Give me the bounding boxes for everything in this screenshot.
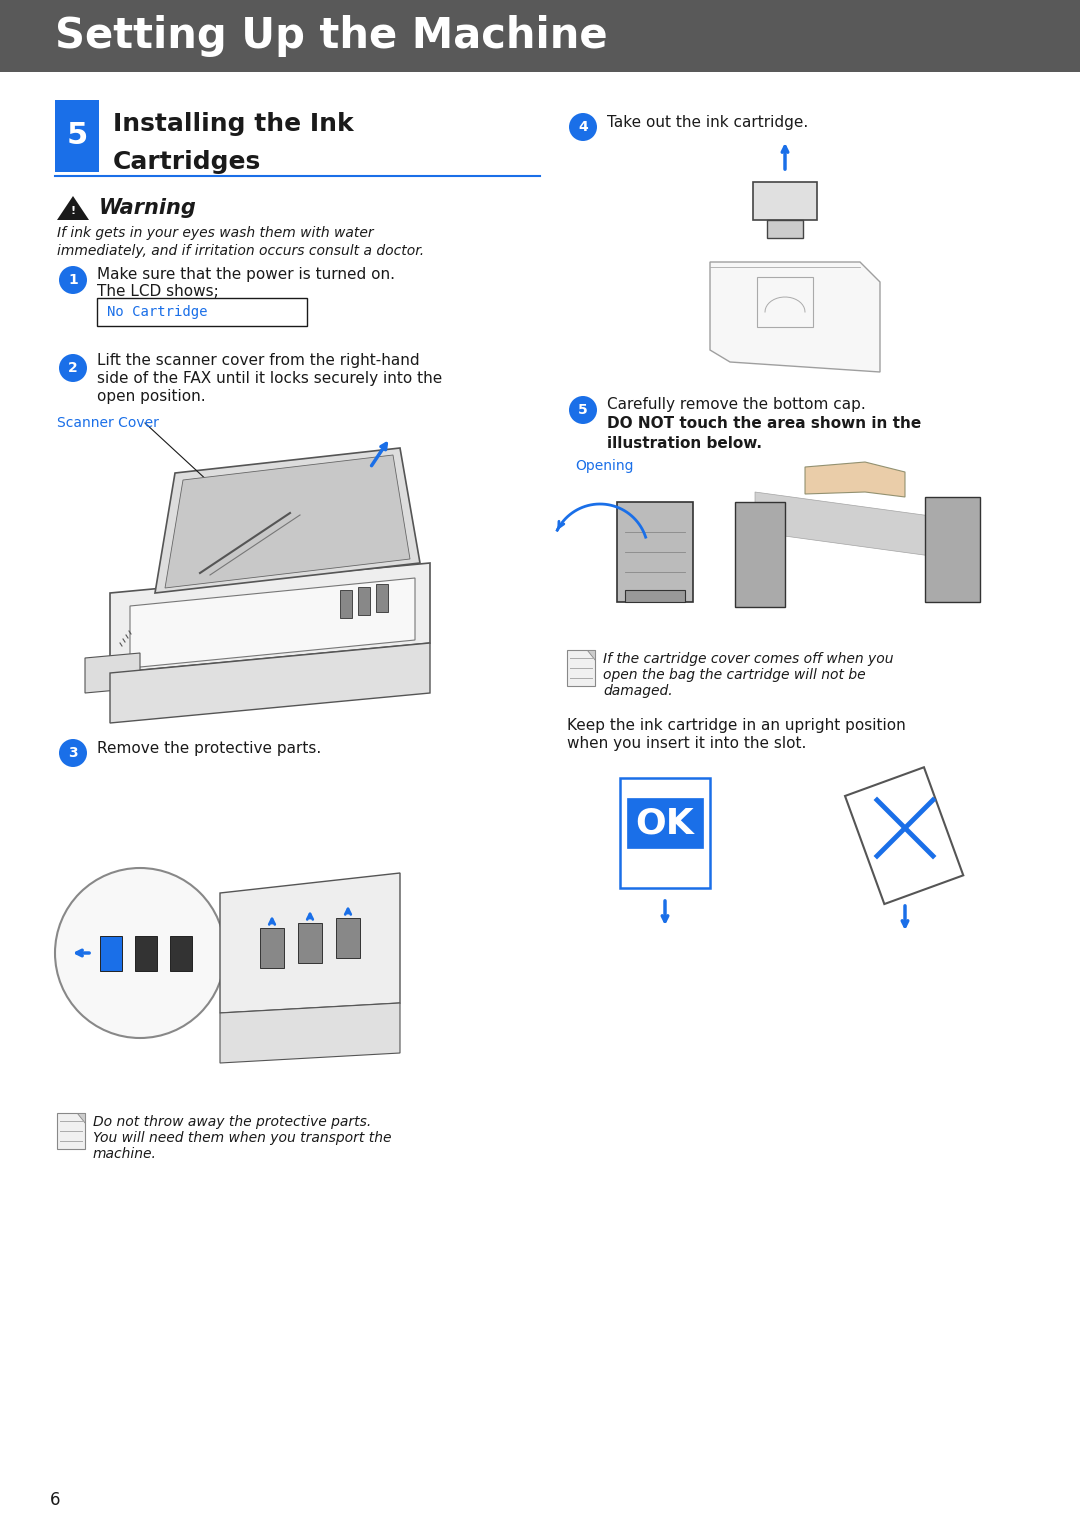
Polygon shape [220,872,400,1013]
Text: 1: 1 [68,274,78,287]
Bar [100,937,122,970]
Text: Do not throw away the protective parts.: Do not throw away the protective parts. [93,1115,372,1129]
Text: If ink gets in your eyes wash them with water: If ink gets in your eyes wash them with … [57,226,374,240]
Bar [336,918,360,958]
Text: Warning: Warning [99,199,197,219]
Polygon shape [156,448,420,593]
Polygon shape [220,1002,400,1063]
Text: OK: OK [636,805,694,840]
Polygon shape [110,643,430,723]
Bar [135,937,157,970]
Text: 3: 3 [68,746,78,759]
Polygon shape [77,1112,85,1123]
Polygon shape [110,562,430,672]
Polygon shape [735,503,785,607]
Text: Cartridges: Cartridges [113,150,261,174]
Polygon shape [85,652,140,694]
Text: Remove the protective parts.: Remove the protective parts. [97,741,321,756]
Text: 4: 4 [578,121,588,134]
Text: open position.: open position. [97,388,205,403]
Bar [260,927,284,969]
Text: when you insert it into the slot.: when you insert it into the slot. [567,736,807,750]
Bar [376,584,388,613]
Text: If the cartridge cover comes off when you: If the cartridge cover comes off when yo… [603,652,893,666]
Bar [627,798,703,848]
Text: immediately, and if irritation occurs consult a doctor.: immediately, and if irritation occurs co… [57,244,424,258]
Text: Lift the scanner cover from the right-hand: Lift the scanner cover from the right-ha… [97,353,420,368]
Polygon shape [845,767,963,905]
Polygon shape [924,497,980,602]
Text: Carefully remove the bottom cap.: Carefully remove the bottom cap. [607,396,866,411]
Circle shape [59,354,87,382]
Polygon shape [567,649,595,686]
Bar [357,587,370,614]
Text: 2: 2 [68,361,78,374]
Circle shape [59,266,87,293]
Text: Opening: Opening [575,458,634,474]
Text: illustration below.: illustration below. [607,437,762,451]
Polygon shape [57,1112,85,1149]
Circle shape [569,396,597,423]
Text: The LCD shows;: The LCD shows; [97,284,219,299]
Text: 6: 6 [50,1491,60,1510]
Text: !: ! [70,206,76,215]
Text: Setting Up the Machine: Setting Up the Machine [55,15,608,57]
Text: 5: 5 [578,403,588,417]
Text: Scanner Cover: Scanner Cover [57,416,159,429]
Text: Keep the ink cartridge in an upright position: Keep the ink cartridge in an upright pos… [567,718,906,733]
Polygon shape [620,778,710,888]
Bar [55,99,99,173]
Text: Make sure that the power is turned on.: Make sure that the power is turned on. [97,266,395,281]
Text: You will need them when you transport the: You will need them when you transport th… [93,1131,391,1144]
Polygon shape [588,649,595,660]
Text: open the bag the cartridge will not be: open the bag the cartridge will not be [603,668,866,681]
Bar [170,937,192,970]
Text: damaged.: damaged. [603,685,673,698]
Polygon shape [710,261,880,371]
Bar [625,590,685,602]
Polygon shape [617,503,693,602]
Polygon shape [130,578,415,668]
Text: No Cartridge: No Cartridge [107,306,207,319]
Text: side of the FAX until it locks securely into the: side of the FAX until it locks securely … [97,370,442,385]
Polygon shape [805,461,905,497]
Circle shape [569,113,597,141]
Polygon shape [753,182,816,220]
Polygon shape [165,455,410,588]
Text: 5: 5 [66,122,87,150]
Circle shape [59,740,87,767]
Bar [97,298,307,325]
Polygon shape [57,196,89,220]
Circle shape [55,868,225,1038]
Bar [340,590,352,617]
Polygon shape [767,220,804,238]
Text: Installing the Ink: Installing the Ink [113,112,353,136]
Bar [298,923,322,963]
Polygon shape [755,492,975,562]
Text: DO NOT touch the area shown in the: DO NOT touch the area shown in the [607,417,921,431]
Bar [0,0,1080,72]
Text: machine.: machine. [93,1148,157,1161]
Text: Take out the ink cartridge.: Take out the ink cartridge. [607,116,808,130]
